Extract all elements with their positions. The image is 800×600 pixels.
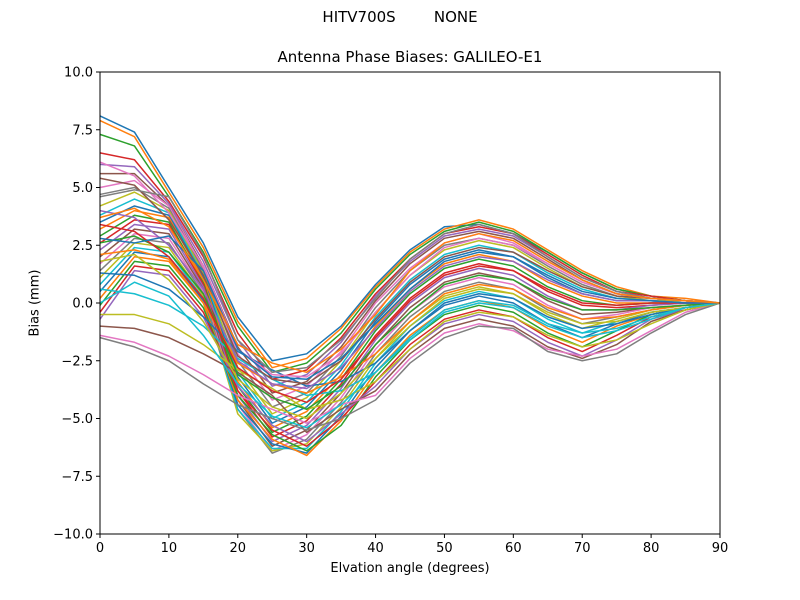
x-tick-label: 30 bbox=[298, 541, 315, 556]
series-line-40 bbox=[99, 281, 721, 429]
series-line-41 bbox=[99, 235, 720, 380]
series-line-24 bbox=[99, 265, 721, 447]
series-line-32 bbox=[99, 249, 721, 394]
series-line-31 bbox=[99, 272, 721, 387]
x-tick-label: 60 bbox=[505, 541, 522, 556]
y-tick-label: −7.5 bbox=[61, 470, 93, 485]
x-axis-label: Elvation angle (degrees) bbox=[330, 561, 490, 576]
y-axis-label: Bias (mm) bbox=[27, 269, 43, 337]
x-tick-label: 70 bbox=[574, 541, 591, 556]
x-tick-label: 50 bbox=[436, 541, 453, 556]
y-tick-label: −5.0 bbox=[61, 412, 93, 427]
y-axis-ticks: −10.0 −7.5 −5.0 −2.5 0.0 2.5 5.0 7.5 10.0 bbox=[53, 66, 100, 543]
x-tick-label: 40 bbox=[367, 541, 384, 556]
x-tick-label: 90 bbox=[712, 541, 729, 556]
series-line-29 bbox=[100, 302, 721, 411]
series-line-26 bbox=[99, 302, 721, 434]
x-tick-label: 80 bbox=[643, 541, 660, 556]
series-line-35 bbox=[99, 209, 720, 390]
series-line-39 bbox=[99, 253, 721, 420]
series-line-14 bbox=[99, 219, 720, 438]
series-lines bbox=[99, 115, 721, 457]
series-line-34 bbox=[99, 223, 720, 404]
y-tick-label: 7.5 bbox=[72, 123, 93, 138]
x-tick-label: 20 bbox=[230, 541, 247, 556]
x-tick-label: 0 bbox=[96, 541, 104, 556]
y-tick-label: 5.0 bbox=[72, 181, 93, 196]
series-line-42 bbox=[99, 207, 721, 374]
series-line-36 bbox=[99, 177, 721, 385]
y-tick-label: 10.0 bbox=[64, 66, 93, 81]
y-tick-label: −10.0 bbox=[53, 528, 93, 543]
series-line-2 bbox=[99, 119, 721, 369]
y-tick-label: −2.5 bbox=[61, 354, 93, 369]
series-line-33 bbox=[99, 235, 721, 411]
figure-suptitle: HITV700S NONE bbox=[322, 8, 478, 26]
x-axis-ticks: 0 10 20 30 40 50 60 70 80 90 bbox=[96, 534, 728, 556]
series-line-3 bbox=[99, 133, 721, 374]
series-line-27 bbox=[99, 302, 721, 424]
x-tick-label: 10 bbox=[161, 541, 178, 556]
y-tick-label: 0.0 bbox=[72, 297, 93, 312]
series-line-28 bbox=[99, 302, 721, 431]
series-line-30 bbox=[99, 288, 721, 397]
series-line-38 bbox=[99, 189, 721, 374]
y-tick-label: 2.5 bbox=[72, 239, 93, 254]
chart-title: Antenna Phase Biases: GALILEO-E1 bbox=[277, 48, 543, 66]
